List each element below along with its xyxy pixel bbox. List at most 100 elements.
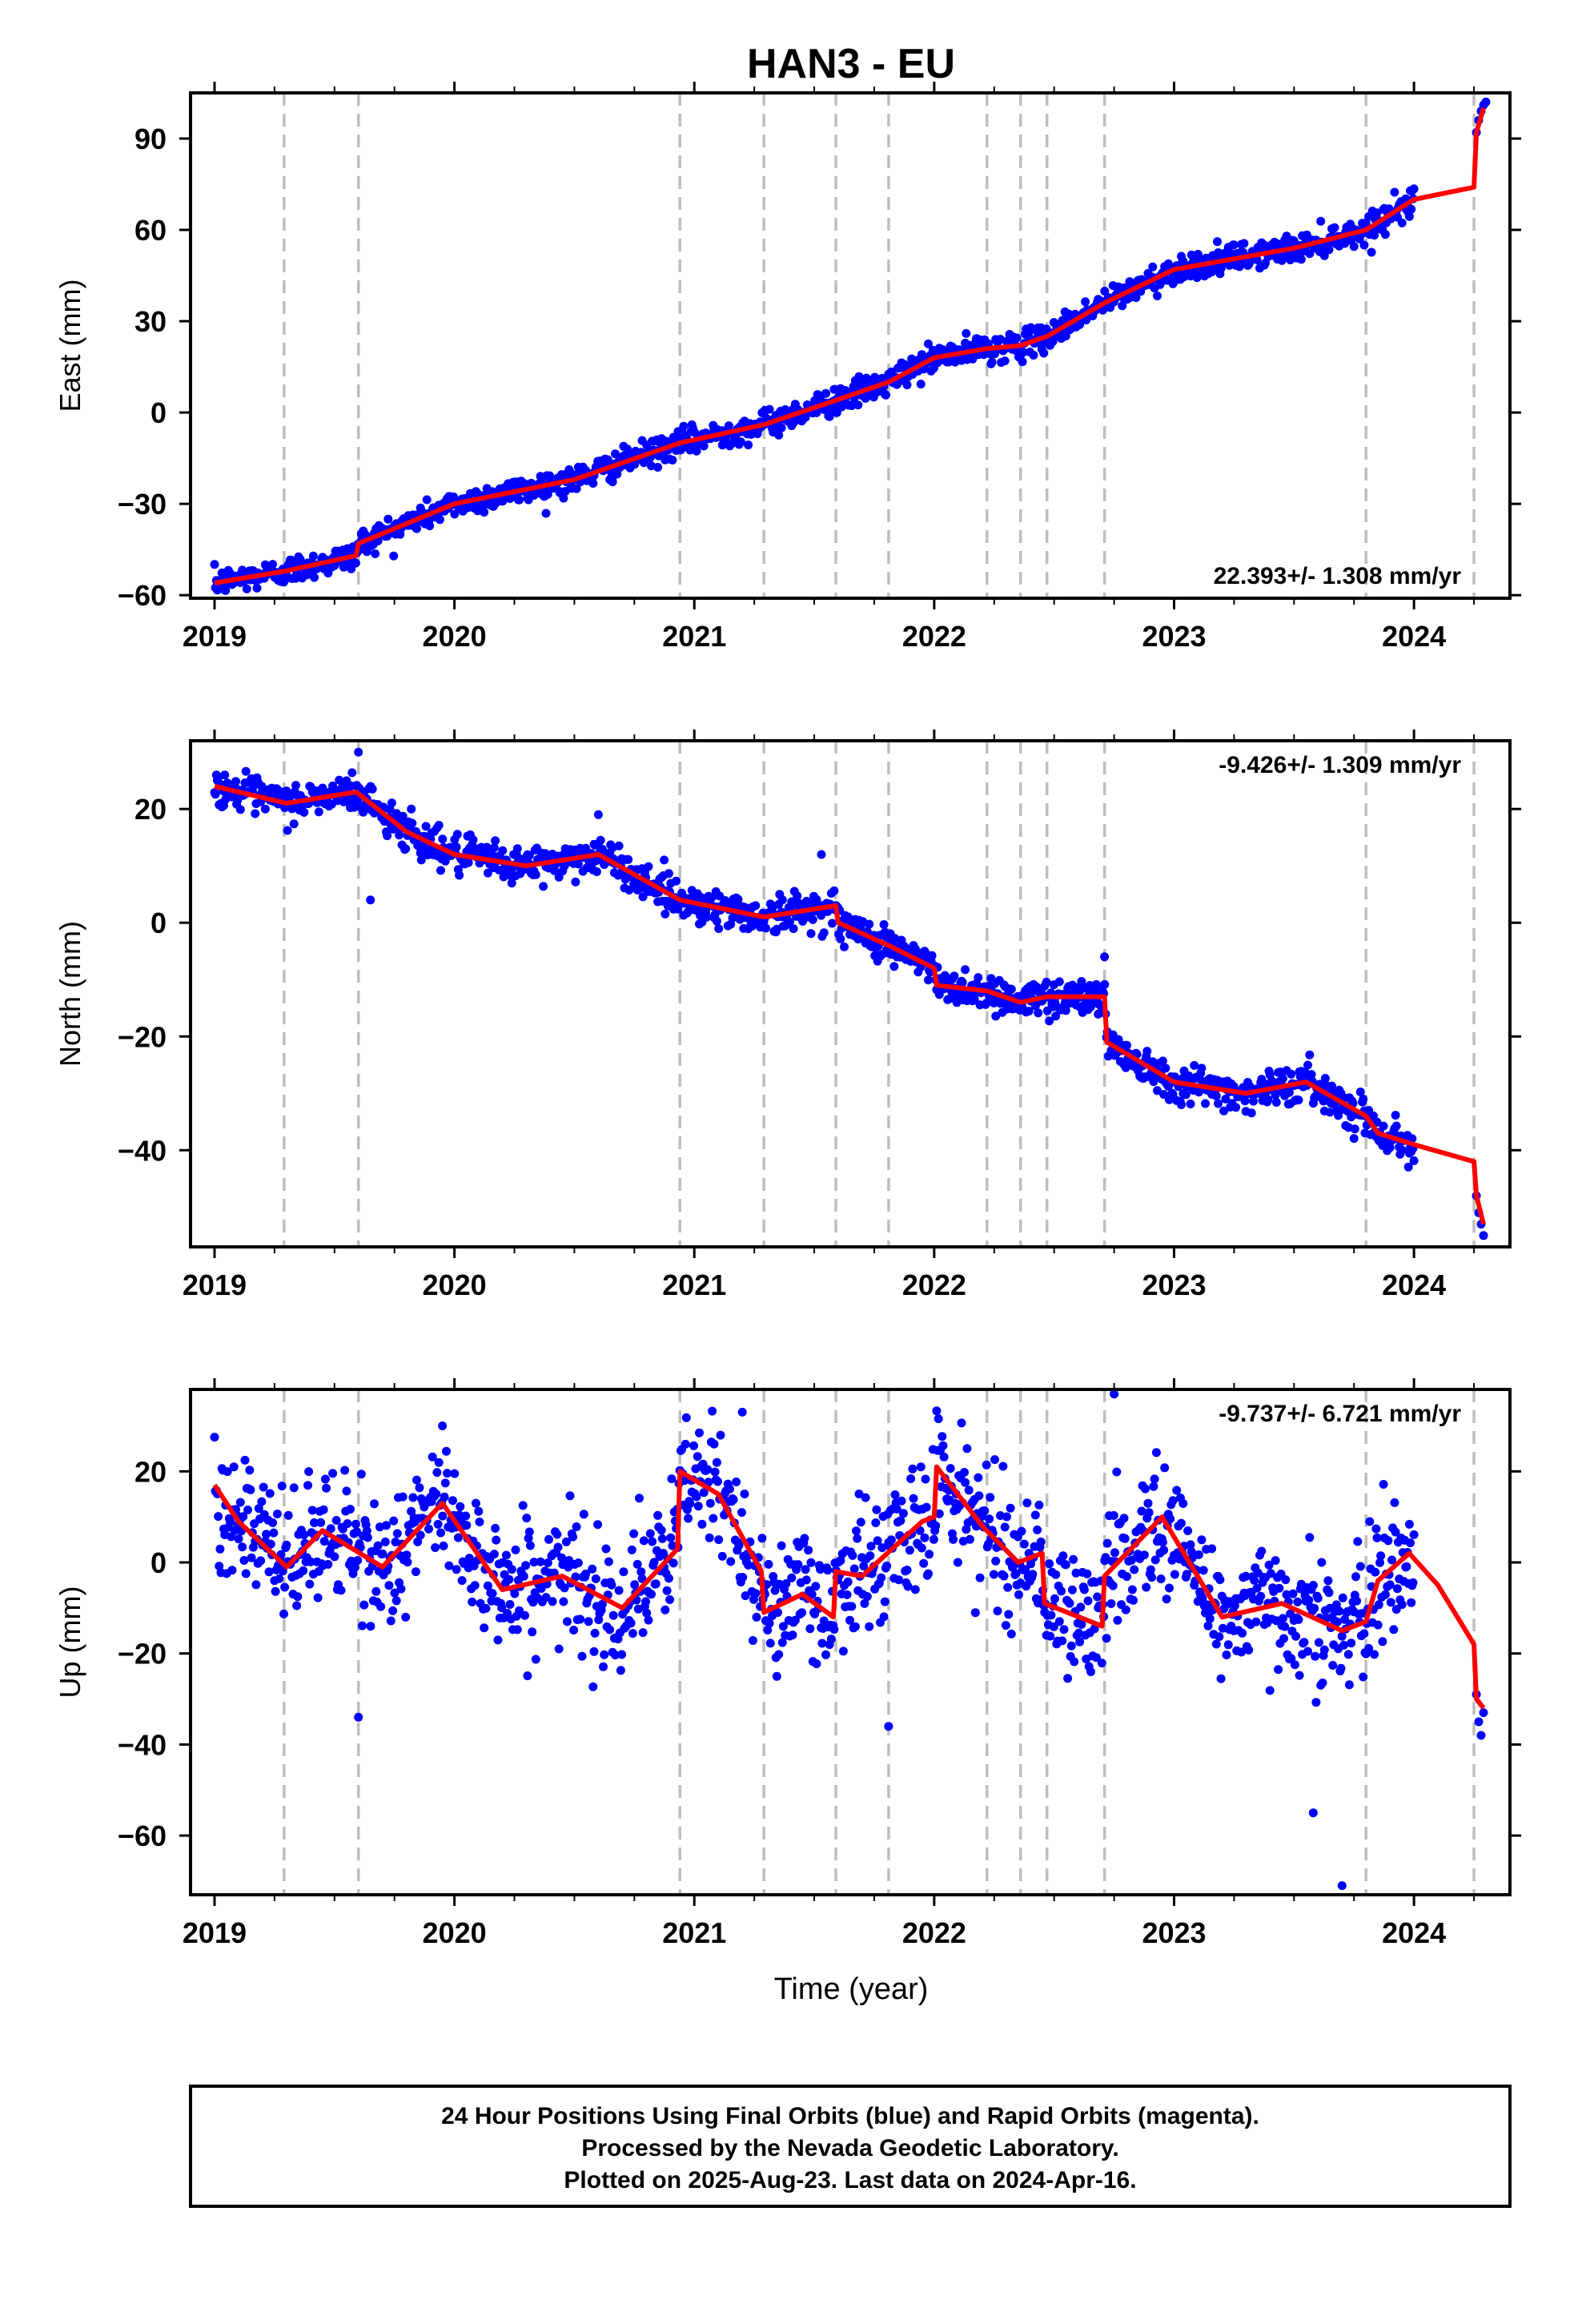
data-point	[599, 1662, 608, 1671]
rate-label: -9.737+/- 6.721 mm/yr	[1219, 1401, 1461, 1427]
data-point	[434, 821, 444, 830]
data-point	[882, 1561, 892, 1570]
data-point	[1324, 1588, 1334, 1598]
data-point	[1314, 1638, 1323, 1647]
data-point	[860, 1598, 869, 1608]
data-point	[504, 1574, 514, 1584]
data-point	[577, 1651, 587, 1661]
x-tick-label: 2019	[183, 1916, 247, 1949]
data-point	[313, 1593, 323, 1602]
data-point	[604, 1557, 613, 1566]
data-point	[1018, 357, 1027, 367]
data-point	[1375, 1558, 1384, 1567]
data-point	[879, 1612, 889, 1622]
data-point	[452, 842, 461, 852]
data-point	[974, 1473, 983, 1482]
data-point	[491, 836, 500, 846]
data-point	[293, 1592, 303, 1602]
data-point	[278, 1566, 287, 1576]
x-tick-label: 2024	[1382, 1916, 1446, 1949]
data-point	[611, 1651, 620, 1660]
data-point	[603, 455, 612, 464]
data-point	[710, 1467, 720, 1477]
data-point	[304, 1467, 314, 1477]
data-point	[1102, 1634, 1111, 1643]
data-point	[589, 1647, 599, 1656]
data-point	[605, 1625, 615, 1634]
data-point	[1110, 1548, 1119, 1558]
data-point	[757, 1534, 767, 1543]
data-point	[689, 1441, 698, 1450]
data-point	[664, 1574, 673, 1583]
data-point	[1347, 1638, 1356, 1648]
data-point	[1112, 1467, 1122, 1477]
data-point	[1110, 1389, 1119, 1399]
data-point	[632, 1559, 642, 1569]
data-point	[938, 1432, 947, 1441]
data-point	[705, 1533, 714, 1542]
data-point	[1308, 1581, 1318, 1590]
data-point	[1207, 1544, 1217, 1554]
data-point	[1051, 1011, 1061, 1021]
data-point	[1308, 1808, 1318, 1818]
data-point	[572, 484, 581, 493]
data-point	[543, 1558, 552, 1567]
data-point	[1392, 1584, 1402, 1594]
data-point	[1278, 1614, 1287, 1623]
data-point	[382, 1521, 391, 1530]
x-tick-label: 2024	[1382, 1269, 1446, 1301]
data-point	[1130, 1565, 1139, 1574]
data-point	[785, 917, 794, 927]
data-point	[617, 1650, 627, 1659]
data-point	[541, 1593, 551, 1602]
data-point	[1122, 1040, 1131, 1050]
data-point	[916, 380, 926, 389]
data-point	[921, 1502, 931, 1512]
data-point	[1244, 1645, 1254, 1655]
data-point	[1310, 1603, 1319, 1613]
data-point	[350, 1562, 359, 1572]
data-point	[260, 804, 270, 814]
data-point	[823, 1566, 833, 1575]
figure-title: HAN3 - EU	[747, 41, 955, 87]
data-point	[1161, 1063, 1170, 1073]
data-point	[1305, 1533, 1315, 1542]
data-point	[1147, 1573, 1157, 1582]
data-point	[343, 1519, 352, 1528]
y-tick-label: −40	[118, 1134, 167, 1167]
data-point	[1304, 1595, 1314, 1605]
data-point	[271, 1586, 280, 1596]
data-point	[638, 1628, 648, 1638]
data-point	[1127, 1585, 1137, 1594]
data-point	[306, 1557, 315, 1566]
data-point	[1284, 1088, 1294, 1097]
data-point	[647, 1590, 656, 1599]
data-point	[444, 1561, 454, 1570]
data-point	[991, 1556, 1001, 1566]
data-point	[669, 1558, 678, 1568]
data-point	[1303, 1647, 1312, 1656]
data-point	[519, 1571, 528, 1581]
data-point	[906, 1474, 916, 1483]
data-point	[1397, 218, 1407, 227]
y-tick-label: 0	[151, 907, 167, 939]
data-point	[862, 1592, 872, 1602]
data-point	[269, 1528, 279, 1538]
data-point	[363, 1533, 372, 1542]
data-point	[641, 1597, 651, 1606]
data-point	[571, 1572, 580, 1582]
data-point	[229, 1462, 239, 1472]
data-point	[672, 876, 681, 886]
data-point	[438, 1421, 448, 1430]
data-point	[662, 1586, 672, 1595]
data-point	[668, 456, 677, 464]
data-point	[1371, 1524, 1381, 1534]
data-point	[433, 1519, 443, 1529]
data-point	[902, 1566, 912, 1574]
data-point	[1001, 1621, 1010, 1630]
data-point	[734, 1541, 744, 1550]
data-point	[916, 1462, 926, 1472]
data-point	[909, 1494, 918, 1503]
data-point	[1004, 1610, 1014, 1619]
data-point	[744, 440, 753, 450]
